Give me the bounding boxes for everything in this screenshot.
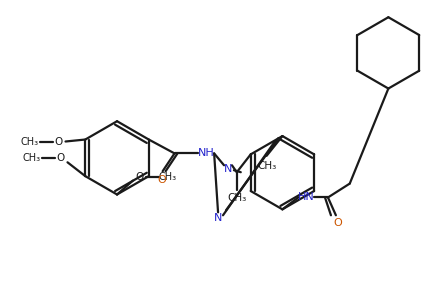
Text: O: O <box>334 218 342 228</box>
Text: NH: NH <box>198 148 215 158</box>
Text: O: O <box>136 172 144 182</box>
Text: O: O <box>54 137 63 147</box>
Text: N: N <box>214 213 222 223</box>
Text: CH₃: CH₃ <box>227 193 247 203</box>
Text: CH₃: CH₃ <box>257 161 276 171</box>
Text: CH₃: CH₃ <box>23 153 41 163</box>
Text: O: O <box>57 153 65 163</box>
Text: N: N <box>224 164 232 174</box>
Text: CH₃: CH₃ <box>158 172 177 182</box>
Text: CH₃: CH₃ <box>21 137 39 147</box>
Text: HN: HN <box>298 193 314 202</box>
Text: O: O <box>157 175 166 185</box>
